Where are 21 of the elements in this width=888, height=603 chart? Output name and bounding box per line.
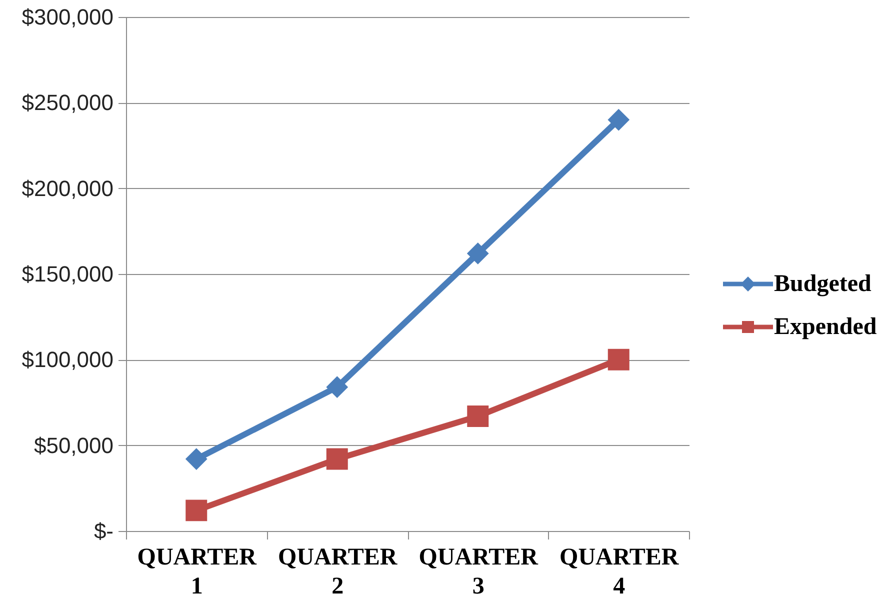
y-tick-label: $300,000	[22, 4, 114, 30]
point	[326, 448, 348, 470]
point	[467, 242, 489, 264]
x-tick-label: QUARTER 4	[560, 544, 680, 600]
point	[326, 376, 348, 398]
point	[608, 109, 630, 131]
y-tick-label: $200,000	[22, 176, 114, 201]
legend-label: Budgeted	[774, 271, 872, 297]
x-tick-label: QUARTER 3	[418, 544, 539, 600]
y-tick-label: $100,000	[22, 347, 114, 372]
point	[608, 348, 630, 370]
point	[186, 448, 208, 470]
y-tick-label: $-	[94, 518, 114, 544]
y-tick-label: $250,000	[22, 90, 114, 116]
x-tick-label: QUARTER 1	[137, 544, 258, 600]
y-tick-label: $150,000	[22, 262, 114, 286]
y-tick-label: $50,000	[34, 432, 114, 458]
point	[467, 405, 489, 427]
point	[186, 500, 208, 522]
legend-label: Expended	[774, 314, 878, 340]
x-tick-label: QUARTER 2	[278, 544, 398, 600]
